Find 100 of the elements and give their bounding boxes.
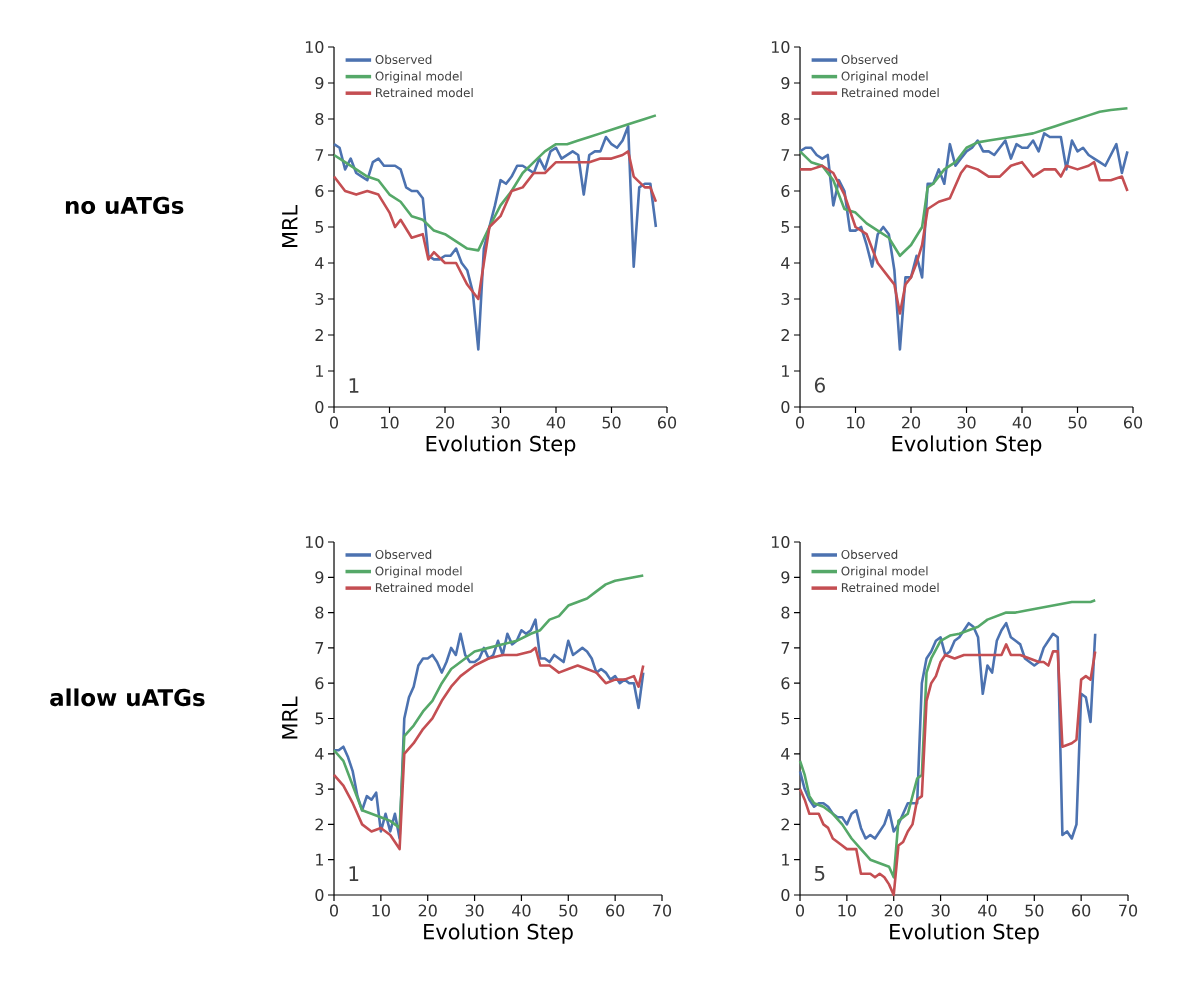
y-tick-label: 9 — [315, 76, 324, 89]
y-tick-label: 5 — [315, 221, 324, 233]
y-tick-label: 3 — [315, 783, 324, 796]
y-tick-label: 4 — [781, 747, 790, 760]
line-series — [798, 160, 1129, 315]
y-tick-label: 8 — [315, 606, 324, 619]
legend-label: Retrained model — [841, 582, 939, 593]
y-tick-label: 8 — [315, 112, 324, 125]
legend-label: Observed — [375, 54, 432, 65]
annotation: 1 — [349, 866, 359, 881]
x-tick-label: 40 — [978, 904, 997, 917]
y-tick-label: 10 — [305, 40, 324, 53]
x-tick-label: 50 — [1068, 416, 1087, 429]
text: allow uATGs — [50, 688, 205, 707]
x-axis-title: Evolution Step — [890, 923, 1039, 944]
y-tick-label: 8 — [781, 112, 790, 125]
y-tick-label: 0 — [315, 888, 324, 902]
y-tick-label: 5 — [781, 712, 790, 725]
legend-label: Original model — [375, 71, 462, 83]
y-tick-label: 7 — [315, 642, 324, 654]
y-axis-title: MRL — [282, 204, 298, 248]
line-series — [798, 106, 1129, 258]
annotation: 6 — [814, 377, 825, 393]
y-tick-label: 2 — [781, 818, 789, 831]
y-tick-label: 7 — [315, 149, 324, 161]
y-tick-label: 0 — [315, 400, 324, 413]
line-series — [332, 646, 645, 851]
y-tick-label: 9 — [315, 571, 324, 584]
y-tick-label: 4 — [315, 747, 324, 760]
y-tick-label: 5 — [315, 712, 324, 725]
x-tick-label: 0 — [329, 904, 339, 917]
x-tick-label: 60 — [1072, 904, 1091, 917]
legend-label: Retrained model — [376, 87, 473, 98]
x-tick-label: 20 — [418, 904, 437, 917]
x-tick-label: 70 — [1119, 904, 1138, 917]
legend-label: Observed — [841, 54, 898, 65]
x-tick-label: 10 — [847, 416, 865, 429]
y-tick-label: 3 — [781, 292, 790, 305]
x-tick-label: 50 — [602, 416, 621, 429]
x-tick-label: 0 — [795, 904, 805, 917]
x-tick-label: 0 — [795, 416, 805, 429]
legend-label: Observed — [375, 549, 432, 559]
x-tick-label: 10 — [381, 416, 399, 429]
x-tick-label: 60 — [1123, 416, 1143, 429]
x-tick-label: 40 — [1012, 416, 1032, 429]
x-tick-label: 50 — [1025, 904, 1044, 917]
y-tick-label: 3 — [781, 783, 790, 796]
y-axis-title: MRL — [282, 696, 298, 739]
x-tick-label: 60 — [606, 904, 625, 917]
y-tick-label: 6 — [315, 184, 324, 197]
legend-label: Original model — [841, 566, 928, 578]
y-tick-label: 1 — [782, 853, 790, 866]
y-tick-label: 2 — [315, 818, 323, 831]
annotation: 1 — [349, 378, 359, 393]
y-tick-label: 0 — [781, 400, 790, 413]
y-tick-label: 5 — [781, 221, 790, 233]
x-tick-label: 20 — [902, 416, 921, 429]
y-tick-label: 4 — [781, 257, 790, 269]
x-tick-label: 10 — [838, 904, 856, 917]
y-tick-label: 2 — [315, 329, 323, 341]
x-tick-label: 0 — [329, 416, 339, 429]
y-tick-label: 10 — [305, 535, 324, 548]
y-tick-label: 6 — [781, 184, 790, 197]
y-tick-label: 1 — [782, 365, 790, 377]
x-tick-label: 30 — [957, 416, 976, 429]
y-tick-label: 1 — [316, 853, 324, 866]
y-tick-label: 7 — [781, 149, 790, 161]
x-tick-label: 30 — [931, 904, 950, 917]
y-tick-label: 8 — [781, 606, 790, 619]
annotation: 5 — [814, 866, 825, 881]
y-tick-label: 1 — [316, 365, 324, 377]
x-tick-label: 40 — [546, 416, 566, 429]
x-tick-label: 20 — [436, 416, 455, 429]
legend-label: Retrained model — [842, 87, 939, 98]
legend-label: Observed — [841, 549, 898, 559]
x-axis-title: Evolution Step — [892, 435, 1042, 456]
y-tick-label: 10 — [771, 40, 790, 53]
x-tick-label: 30 — [465, 904, 484, 917]
x-tick-label: 10 — [372, 904, 390, 917]
x-tick-label: 50 — [559, 904, 578, 917]
y-tick-label: 7 — [781, 642, 790, 654]
x-tick-label: 70 — [653, 904, 672, 917]
y-tick-label: 2 — [781, 329, 789, 341]
y-tick-label: 0 — [781, 888, 790, 902]
y-tick-label: 9 — [781, 571, 790, 584]
legend-label: Original model — [375, 566, 462, 578]
y-tick-label: 10 — [771, 535, 790, 548]
x-axis-title: Evolution Step — [424, 923, 573, 944]
x-tick-label: 60 — [657, 416, 677, 429]
y-tick-label: 6 — [781, 677, 790, 690]
y-tick-label: 6 — [315, 677, 324, 690]
text: no uATGs — [65, 196, 184, 215]
x-axis-title: Evolution Step — [426, 435, 576, 456]
legend-label: Retrained model — [375, 582, 473, 593]
x-tick-label: 30 — [491, 416, 510, 429]
x-tick-label: 20 — [884, 904, 903, 917]
x-tick-label: 40 — [512, 904, 531, 917]
y-tick-label: 4 — [315, 257, 324, 269]
y-tick-label: 3 — [315, 292, 324, 305]
y-tick-label: 9 — [781, 76, 790, 89]
